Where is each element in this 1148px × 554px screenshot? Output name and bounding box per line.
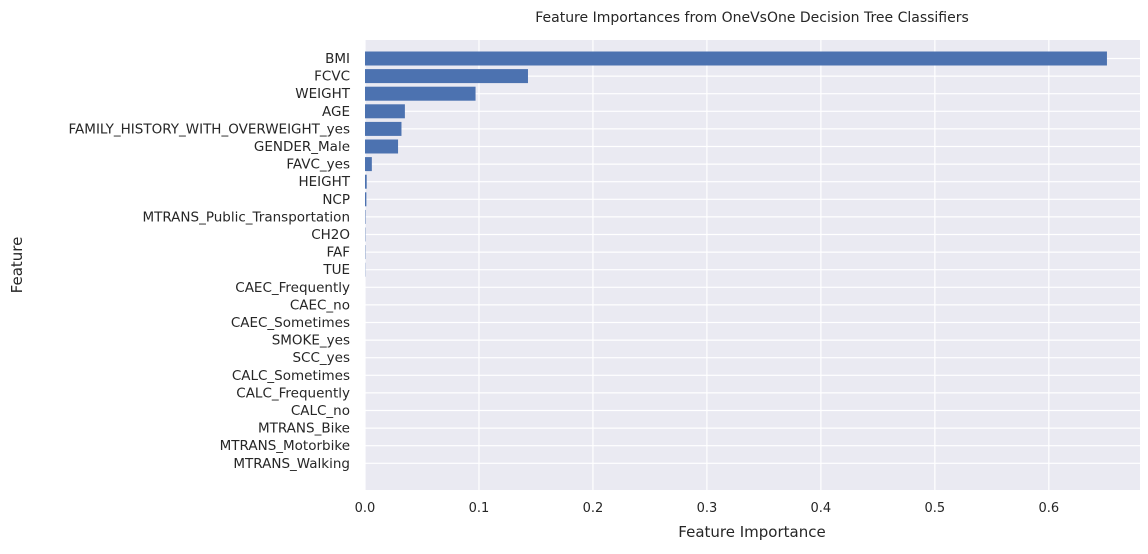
y-tick-label: CAEC_Sometimes — [231, 315, 350, 331]
y-tick-label: TUE — [322, 262, 350, 278]
bar-height — [365, 175, 367, 189]
y-axis-label: Feature — [8, 237, 26, 294]
y-tick-label: AGE — [322, 104, 350, 120]
y-tick-label: FCVC — [314, 69, 350, 85]
y-tick-label: MTRANS_Bike — [258, 421, 350, 437]
bar-fcvc — [365, 69, 528, 83]
bar-age — [365, 104, 405, 118]
y-tick-label: CH2O — [311, 227, 350, 243]
y-tick-label: CALC_no — [291, 403, 350, 419]
bar-favc-yes — [365, 157, 372, 171]
bar-weight — [365, 87, 476, 101]
y-tick-label: SMOKE_yes — [272, 333, 350, 349]
y-tick-label: WEIGHT — [295, 86, 350, 102]
y-tick-label: MTRANS_Motorbike — [220, 438, 350, 454]
y-tick-label: BMI — [325, 51, 350, 67]
y-tick-label: MTRANS_Walking — [233, 456, 350, 472]
bar-ncp — [365, 192, 366, 206]
y-tick-label: FAF — [326, 245, 350, 261]
x-tick-label: 0.1 — [469, 501, 490, 516]
y-tick-label: HEIGHT — [298, 174, 350, 190]
bar-bmi — [365, 52, 1107, 66]
y-tick-label: CALC_Sometimes — [232, 368, 350, 384]
plot-background — [365, 40, 1140, 490]
y-tick-label: GENDER_Male — [254, 139, 350, 155]
y-tick-label: CAEC_Frequently — [235, 280, 350, 296]
x-tick-label: 0.5 — [925, 501, 946, 516]
x-axis-label: Feature Importance — [678, 523, 825, 541]
chart-title: Feature Importances from OneVsOne Decisi… — [535, 10, 969, 26]
x-tick-label: 0.6 — [1038, 501, 1059, 516]
y-tick-label: SCC_yes — [292, 350, 350, 366]
x-tick-labels: 0.0 0.1 0.2 0.3 0.4 0.5 0.6 — [355, 501, 1060, 516]
y-tick-label: NCP — [322, 192, 350, 208]
x-tick-label: 0.3 — [697, 501, 718, 516]
y-tick-label: FAVC_yes — [286, 157, 350, 173]
bar-gender-male — [365, 140, 398, 154]
y-tick-label: CAEC_no — [290, 297, 350, 313]
y-tick-label: FAMILY_HISTORY_WITH_OVERWEIGHT_yes — [69, 121, 350, 137]
y-tick-label: CALC_Frequently — [236, 385, 350, 401]
x-tick-label: 0.0 — [355, 501, 376, 516]
x-tick-label: 0.4 — [811, 501, 832, 516]
x-tick-label: 0.2 — [583, 501, 604, 516]
bar-family-history-with-overweight-yes — [365, 122, 401, 136]
y-tick-label: MTRANS_Public_Transportation — [142, 209, 350, 225]
